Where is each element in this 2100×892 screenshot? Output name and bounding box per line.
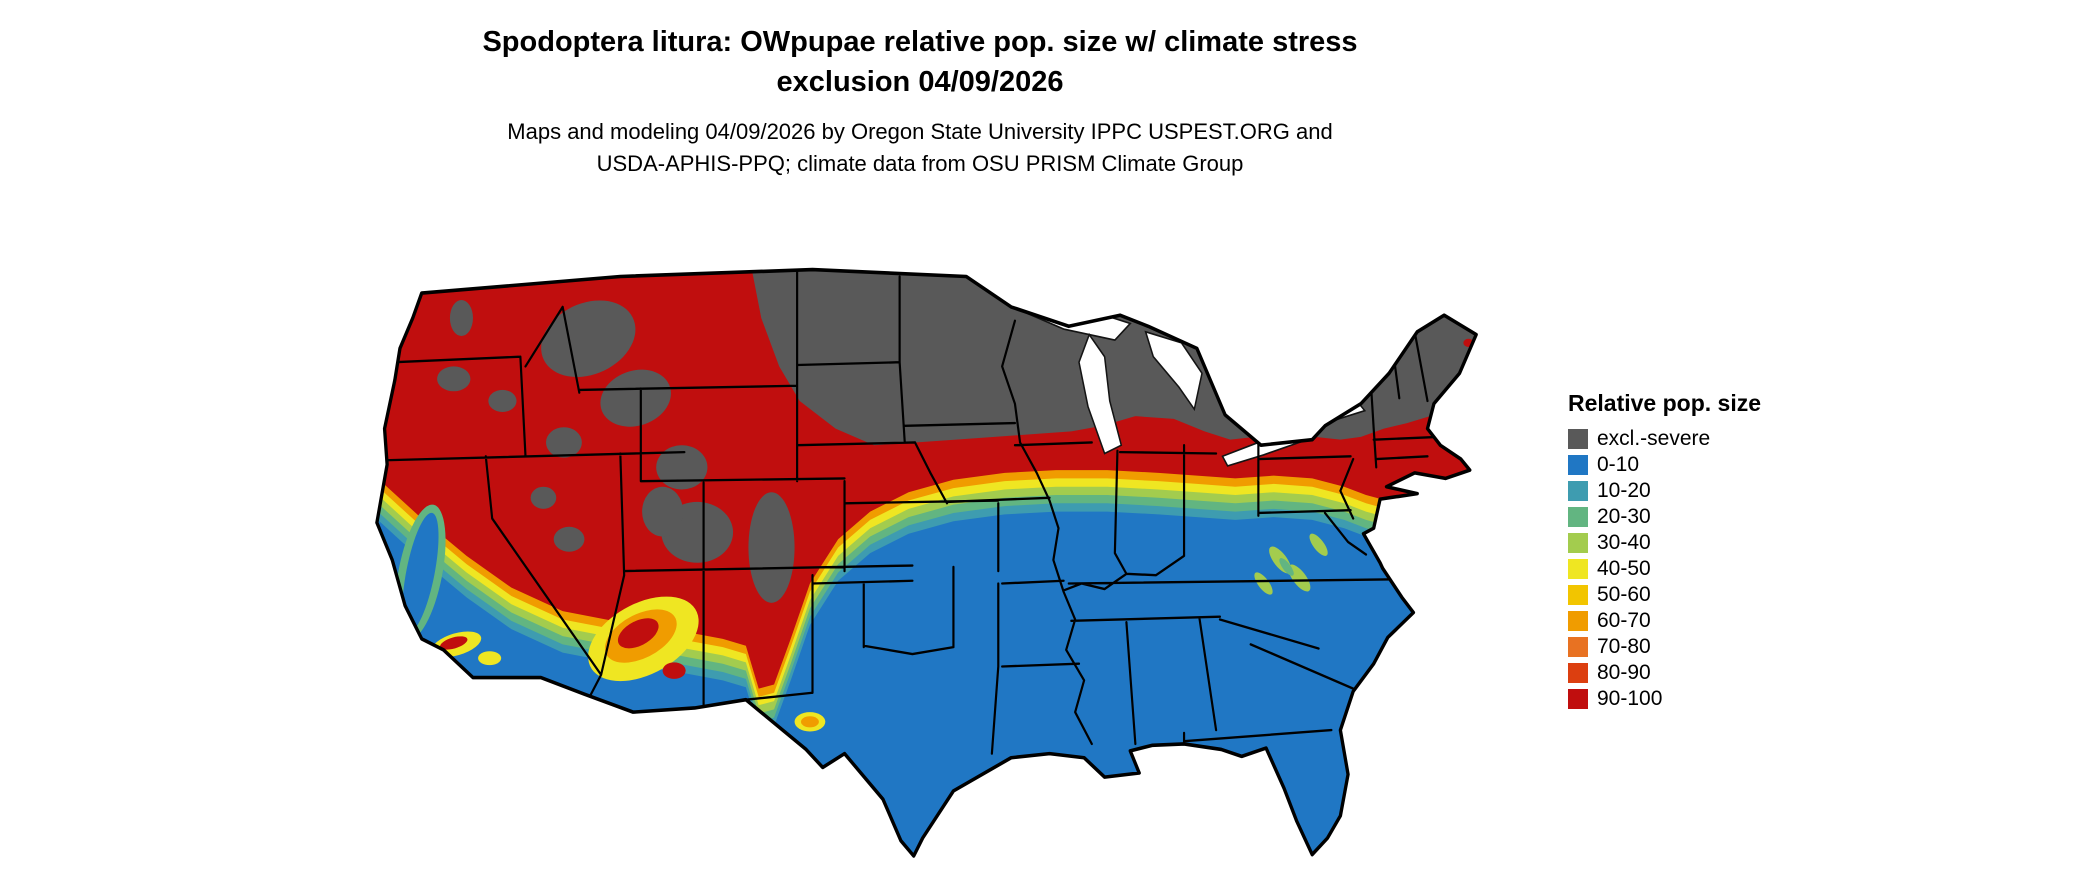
legend-item: 40-50	[1568, 557, 1761, 580]
lake-michigan-shape	[1078, 332, 1123, 455]
valley-floor	[402, 512, 439, 633]
hotspot-red	[617, 618, 659, 649]
legend-items: excl.-severe 0-10 10-20 20-30 30-40 40-50 50-6…	[1568, 427, 1761, 710]
gray-patch	[600, 369, 671, 427]
map-subtitle: Maps and modeling 04/09/2026 by Oregon S…	[0, 116, 1840, 180]
header: Spodoptera litura: OWpupae relative pop.…	[0, 22, 1840, 180]
legend-item-label: 0-10	[1597, 453, 1640, 476]
state-borders	[378, 269, 1439, 755]
legend-item: 70-80	[1568, 635, 1761, 658]
hotspot-appalachian	[1288, 564, 1311, 592]
legend-swatch	[1568, 637, 1588, 657]
legend-item-label: 20-30	[1597, 505, 1651, 528]
legend-item: 80-90	[1568, 661, 1761, 684]
legend-item: 50-60	[1568, 583, 1761, 606]
legend-item-label: 10-20	[1597, 479, 1651, 502]
hotspot-orange	[800, 716, 819, 728]
gray-patch	[437, 366, 471, 392]
legend-item-label: 40-50	[1597, 557, 1651, 580]
hotspot-yellow	[478, 651, 502, 666]
gray-patch	[488, 389, 517, 413]
legend-swatch	[1568, 481, 1588, 501]
legend-swatch	[1568, 455, 1588, 475]
legend-item-label: 90-100	[1597, 687, 1663, 710]
legend-item: 10-20	[1568, 479, 1761, 502]
legend-swatch	[1568, 689, 1588, 709]
legend-item-label: 70-80	[1597, 635, 1651, 658]
map-region-central-valley	[395, 504, 446, 641]
legend-title: Relative pop. size	[1568, 390, 1762, 416]
legend-item: 90-100	[1568, 687, 1761, 710]
gray-patch	[553, 526, 585, 552]
hotspot-appalachian	[1309, 533, 1328, 556]
map-region-mountain-hotspots	[431, 338, 1474, 732]
legend-swatch	[1568, 533, 1588, 553]
legend-item: 0-10	[1568, 453, 1761, 476]
map-title-line2: exclusion 04/09/2026	[776, 66, 1064, 99]
legend-item-label: 60-70	[1597, 609, 1651, 632]
legend: Relative pop. size excl.-severe 0-10 10-20…	[1568, 390, 1761, 715]
legend-swatch	[1568, 663, 1588, 683]
gray-patch	[449, 300, 473, 336]
hotspot-appalachian	[1279, 558, 1294, 576]
map-title-line1: Spodoptera litura: OWpupae relative pop.…	[482, 26, 1358, 58]
legend-swatch	[1568, 611, 1588, 631]
map-region-excluded-north	[751, 269, 1477, 446]
map-svg	[375, 267, 1478, 858]
us-population-map	[300, 235, 1530, 885]
map-subtitle-line2: USDA-APHIS-PPQ; climate data from OSU PR…	[596, 150, 1244, 176]
us-outline	[375, 267, 1478, 858]
legend-item: 20-30	[1568, 505, 1761, 528]
gray-patch	[530, 486, 557, 509]
legend-swatch	[1568, 507, 1588, 527]
legend-swatch	[1568, 559, 1588, 579]
legend-item-label: excl.-severe	[1597, 427, 1711, 450]
map-subtitle-line1: Maps and modeling 04/09/2026 by Oregon S…	[507, 119, 1333, 145]
hotspot-appalachian	[1254, 572, 1273, 595]
legend-item: excl.-severe	[1568, 427, 1761, 450]
legend-swatch	[1568, 585, 1588, 605]
map-title: Spodoptera litura: OWpupae relative pop.…	[0, 22, 1840, 102]
hotspot-red	[440, 636, 468, 650]
legend-item: 30-40	[1568, 531, 1761, 554]
legend-item-label: 50-60	[1597, 583, 1651, 606]
legend-item: 60-70	[1568, 609, 1761, 632]
legend-item-label: 30-40	[1597, 531, 1651, 554]
legend-swatch	[1568, 429, 1588, 449]
legend-item-label: 80-90	[1597, 661, 1651, 684]
gray-patch	[546, 427, 582, 458]
gray-patch	[656, 445, 708, 490]
hotspot-red	[662, 662, 686, 679]
map-region-excluded-mountains	[437, 300, 795, 603]
gray-patch	[642, 486, 684, 537]
gray-patch	[748, 492, 795, 603]
